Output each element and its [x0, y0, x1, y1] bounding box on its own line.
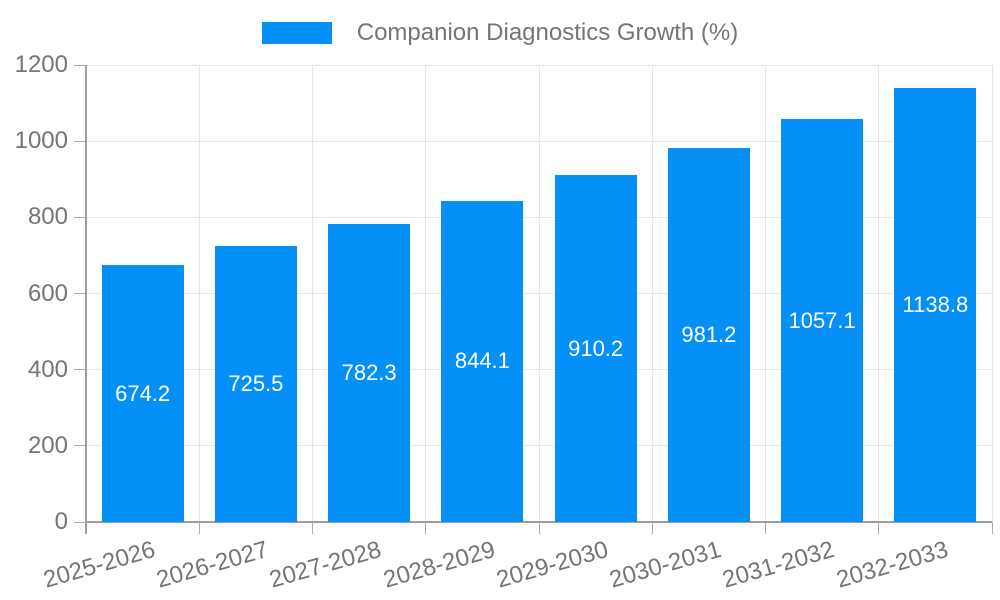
- y-tick: [74, 293, 86, 294]
- bar-value-label: 981.2: [681, 322, 737, 348]
- y-tick: [74, 140, 86, 142]
- bar-value-label: 844.1: [454, 348, 510, 374]
- bar-value-label: 1138.8: [902, 292, 969, 318]
- chart-legend[interactable]: Companion Diagnostics Growth (%): [0, 20, 1000, 46]
- x-tick-label: 2030-2031: [606, 536, 725, 594]
- x-tick-label: 2026-2027: [153, 536, 272, 594]
- bar-value-label: 1057.1: [788, 307, 856, 333]
- x-tick: [312, 522, 313, 534]
- y-tick-label: 800: [27, 203, 68, 231]
- v-gridline: [425, 65, 427, 522]
- bar-value-label: 910.2: [568, 335, 624, 361]
- x-tick: [878, 522, 880, 534]
- x-tick: [991, 522, 993, 534]
- bar[interactable]: 910.2: [554, 175, 637, 522]
- x-tick-label: 2029-2030: [493, 536, 612, 594]
- legend-label: Companion Diagnostics Growth (%): [356, 19, 739, 46]
- bar[interactable]: 725.5: [214, 245, 297, 522]
- x-tick: [538, 522, 540, 534]
- bar[interactable]: 674.2: [101, 265, 184, 522]
- x-tick: [651, 522, 653, 534]
- legend-swatch: [261, 22, 332, 44]
- x-tick-label: 2027-2028: [266, 536, 385, 594]
- y-tick-label: 600: [27, 279, 68, 307]
- x-tick: [425, 522, 427, 534]
- y-tick: [74, 369, 86, 371]
- x-tick-label: 2031-2032: [719, 536, 838, 594]
- y-tick-label: 200: [27, 431, 68, 459]
- bar[interactable]: 1138.8: [894, 88, 977, 522]
- v-gridline: [538, 65, 540, 522]
- v-gridline: [198, 65, 200, 522]
- y-tick-label: 0: [54, 508, 68, 535]
- v-gridline: [878, 65, 880, 522]
- y-tick: [74, 64, 86, 66]
- bar[interactable]: 782.3: [328, 224, 411, 522]
- x-tick-label: 2032-2033: [833, 536, 951, 594]
- y-tick: [74, 521, 86, 523]
- v-gridline: [991, 65, 993, 522]
- v-gridline: [651, 65, 653, 522]
- y-tick: [74, 445, 86, 447]
- bar-value-label: 674.2: [115, 380, 171, 406]
- bar[interactable]: 844.1: [441, 200, 524, 522]
- x-tick: [765, 522, 766, 534]
- bar-value-label: 782.3: [341, 360, 397, 386]
- x-tick-label: 2025-2026: [40, 536, 159, 594]
- v-gridline: [765, 65, 766, 522]
- y-tick-label: 1000: [14, 127, 68, 155]
- y-tick-label: 1200: [14, 51, 68, 78]
- bar[interactable]: 1057.1: [781, 119, 864, 522]
- x-axis-line: [85, 521, 992, 523]
- y-axis-line: [85, 65, 87, 534]
- bar[interactable]: 981.2: [667, 148, 750, 522]
- v-gridline: [312, 65, 313, 522]
- bar-value-label: 725.5: [228, 370, 284, 396]
- y-tick: [74, 216, 86, 218]
- x-tick-label: 2028-2029: [380, 536, 498, 594]
- y-tick-label: 400: [27, 355, 68, 383]
- x-tick: [198, 522, 200, 534]
